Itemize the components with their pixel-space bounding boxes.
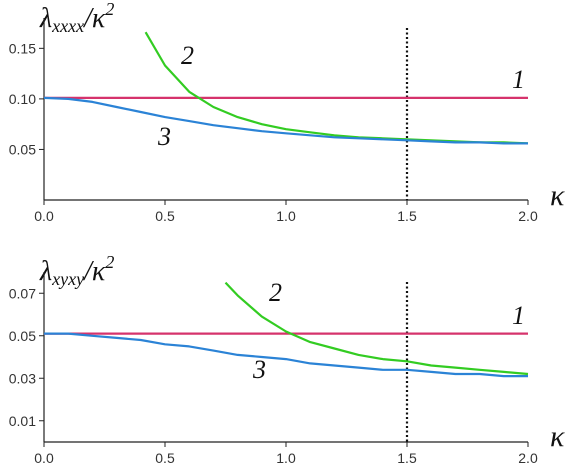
x-tick-label: 1.0 (276, 208, 296, 224)
curve-label-1: 1 (512, 65, 525, 94)
x-tick-label: 2.0 (518, 450, 538, 466)
curve-label-3: 3 (157, 122, 171, 151)
x-tick-label: 1.0 (276, 450, 296, 466)
x-axis-label-top: κ (550, 179, 565, 212)
x-tick-label: 2.0 (518, 208, 538, 224)
panel-bottom: λxyxy/κ2 κ 0.0 0.5 1.0 1.5 2.0 0.01 0.03 0.05 0.… (9, 252, 565, 466)
y-tick-label: 0.03 (9, 370, 36, 386)
x-tick-label: 0.0 (34, 450, 54, 466)
x-tick-label: 0.0 (34, 208, 54, 224)
x-tick-label: 1.5 (397, 450, 417, 466)
curve-label-3: 3 (252, 355, 266, 384)
curve-label-2: 2 (181, 41, 194, 70)
series-line-3 (44, 332, 528, 378)
y-tick-label: 0.01 (9, 413, 36, 429)
y-axis-label-top: λxxxx/κ2 (39, 0, 114, 36)
x-tick-label: 1.5 (397, 208, 417, 224)
y-tick-label: 0.07 (9, 285, 36, 301)
x-axis-label-bottom: κ (550, 420, 565, 453)
y-tick-label: 0.05 (9, 328, 36, 344)
curve-label-2: 2 (269, 278, 282, 307)
x-tick-label: 0.5 (155, 208, 175, 224)
series-line-3 (43, 96, 528, 145)
series-line-2 (144, 31, 529, 145)
y-tick-label: 0.05 (9, 141, 36, 157)
curve-label-1: 1 (512, 301, 525, 330)
panel-top: λxxxx/κ2 κ 0.0 0.5 1.0 1.5 2.0 0.05 0.10 0.15 1 2… (9, 0, 565, 224)
x-tick-label: 0.5 (155, 450, 175, 466)
series-line-2 (224, 281, 529, 376)
y-tick-label: 0.15 (9, 40, 36, 56)
y-axis-label-bottom: λxyxy/κ2 (39, 252, 114, 289)
y-tick-label: 0.10 (9, 91, 36, 107)
